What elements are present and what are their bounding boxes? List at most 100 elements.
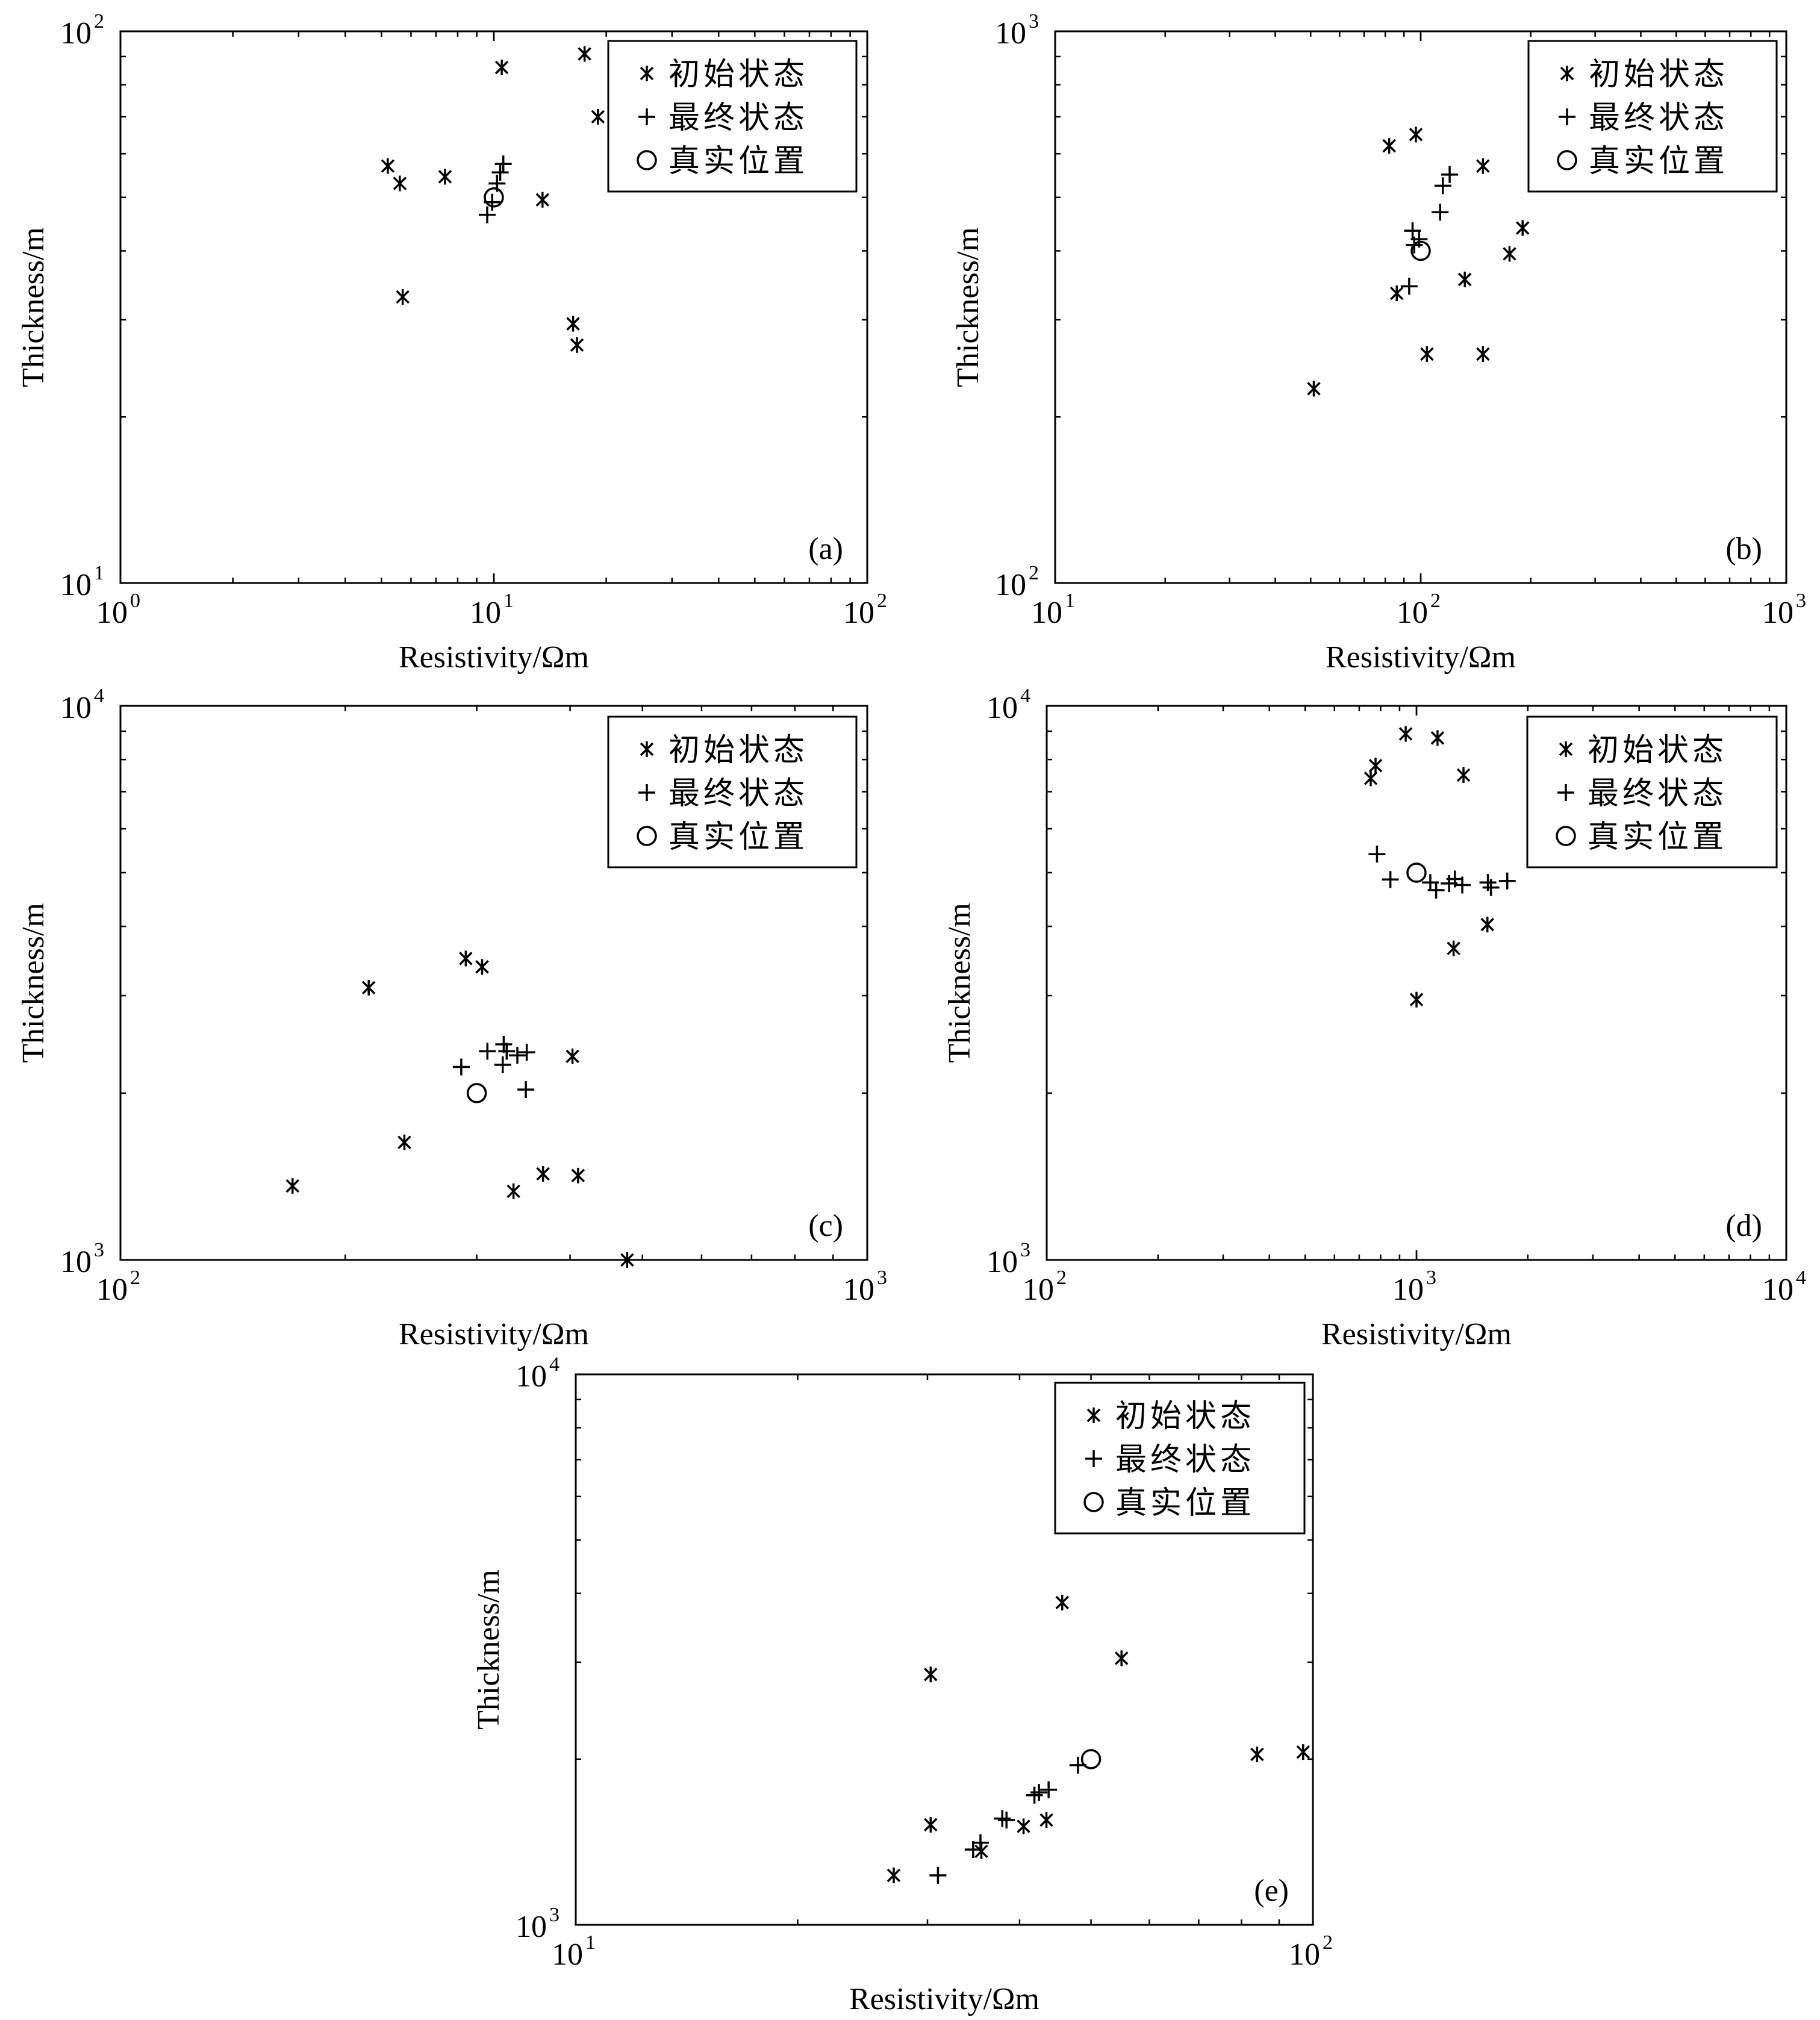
y-tick-label: 10 2 <box>60 10 104 51</box>
data-point-asterisk <box>494 59 509 75</box>
x-axis-label: Resistivity/Ωm <box>1321 1317 1512 1351</box>
x-tick-label: 10 1 <box>470 590 514 630</box>
x-tick-label: 10 1 <box>1031 590 1075 630</box>
legend-marker-plus <box>638 108 655 125</box>
data-point-asterisk <box>396 289 410 305</box>
series-asterisk <box>1307 126 1530 397</box>
data-point-asterisk <box>1409 126 1423 143</box>
data-point-asterisk <box>1363 770 1378 787</box>
data-point-circle <box>1410 240 1431 261</box>
plot-frame <box>575 1373 1314 1926</box>
data-point-asterisk <box>1480 917 1494 933</box>
data-point-plus <box>452 1058 470 1076</box>
data-point-asterisk <box>1515 220 1530 236</box>
y-tick-exponent: 3 <box>1020 1239 1030 1261</box>
x-tick-label: 10 2 <box>843 590 887 630</box>
data-point-plus <box>479 1043 496 1060</box>
data-point-asterisk <box>1368 758 1383 774</box>
axis-ticks <box>575 1373 1314 1926</box>
legend-label-true: 真实位置 <box>1588 819 1727 855</box>
x-tick-exponent: 1 <box>503 590 514 612</box>
panel-label: (c) <box>808 1209 843 1243</box>
y-tick-label: 10 3 <box>516 1904 559 1944</box>
data-point-plus <box>1400 278 1418 295</box>
data-point-asterisk <box>887 1867 901 1883</box>
legend-label-final: 最终状态 <box>1588 776 1727 812</box>
legend-marker-circle <box>1083 1492 1104 1512</box>
y-tick-label: 10 4 <box>516 1353 559 1394</box>
x-tick-label: 10 2 <box>96 1267 140 1307</box>
data-point-plus <box>1427 881 1445 899</box>
y-tick-base: 10 <box>60 1245 92 1279</box>
y-tick-base: 10 <box>986 691 1018 725</box>
data-point-asterisk <box>361 979 376 996</box>
legend-marker-asterisk <box>640 66 654 81</box>
x-tick-exponent: 0 <box>130 590 140 612</box>
x-tick-label: 10 3 <box>1762 590 1806 630</box>
data-point-plus <box>491 164 509 181</box>
data-point-asterisk <box>620 1252 634 1268</box>
data-point-plus <box>479 206 496 223</box>
x-tick-base: 10 <box>1762 596 1794 630</box>
x-tick-exponent: 2 <box>1323 1931 1333 1954</box>
x-tick-exponent: 3 <box>877 1267 887 1289</box>
data-point-plus <box>1434 177 1451 195</box>
x-tick-base: 10 <box>1397 596 1428 630</box>
x-tick-base: 10 <box>1289 1937 1320 1972</box>
data-point-asterisk <box>475 959 489 975</box>
axis-ticks <box>1054 30 1787 584</box>
axis-ticks <box>119 30 868 584</box>
y-tick-base: 10 <box>995 16 1026 51</box>
y-tick-exponent: 3 <box>1029 10 1039 33</box>
data-point-asterisk <box>1017 1818 1030 1835</box>
data-point-asterisk <box>536 1166 550 1182</box>
series-circle <box>466 1083 487 1103</box>
data-point-asterisk <box>1039 1812 1053 1828</box>
y-tick-exponent: 2 <box>94 10 104 33</box>
legend-label-initial: 初始状态 <box>1589 57 1728 93</box>
data-point-circle <box>1080 1749 1102 1769</box>
data-point-plus <box>495 1035 513 1053</box>
legend-marker-asterisk <box>1086 1407 1101 1423</box>
y-axis-label: Thickness/m <box>16 227 51 387</box>
data-point-asterisk <box>381 158 395 174</box>
data-point-asterisk <box>570 337 584 353</box>
data-point-plus <box>518 1044 535 1061</box>
x-tick-base: 10 <box>843 1273 874 1307</box>
data-point-asterisk <box>924 1666 938 1683</box>
data-point-asterisk <box>1420 346 1434 362</box>
plot-frame <box>119 705 868 1261</box>
data-point-asterisk <box>1430 730 1445 746</box>
data-point-asterisk <box>1382 138 1396 154</box>
legend-marker-plus <box>1085 1450 1102 1467</box>
data-point-plus <box>1026 1786 1043 1804</box>
data-point-asterisk <box>1476 346 1490 362</box>
data-point-plus <box>1410 231 1428 248</box>
data-point-plus <box>1030 1784 1048 1801</box>
x-tick-exponent: 3 <box>1796 590 1806 612</box>
data-point-plus <box>1368 846 1386 863</box>
data-point-circle <box>1406 862 1427 883</box>
legend-label-initial: 初始状态 <box>668 732 808 768</box>
y-tick-base: 10 <box>995 568 1026 602</box>
series-asterisk <box>285 950 634 1268</box>
legend-marker-asterisk <box>640 741 654 757</box>
data-point-plus <box>1382 871 1399 888</box>
x-tick-base: 10 <box>1023 1273 1054 1307</box>
legend-marker-circle <box>637 150 657 170</box>
y-tick-label: 10 2 <box>995 562 1039 602</box>
y-tick-label: 10 3 <box>60 1239 104 1279</box>
data-point-asterisk <box>1390 285 1404 302</box>
data-point-plus <box>971 1834 989 1851</box>
data-point-asterisk <box>1409 991 1424 1008</box>
data-point-plus <box>994 1810 1011 1827</box>
legend-label-true: 真实位置 <box>668 143 808 179</box>
data-point-plus <box>1040 1781 1058 1798</box>
legend-marker-circle <box>1556 826 1576 846</box>
legend-label-true: 真实位置 <box>1589 143 1728 179</box>
